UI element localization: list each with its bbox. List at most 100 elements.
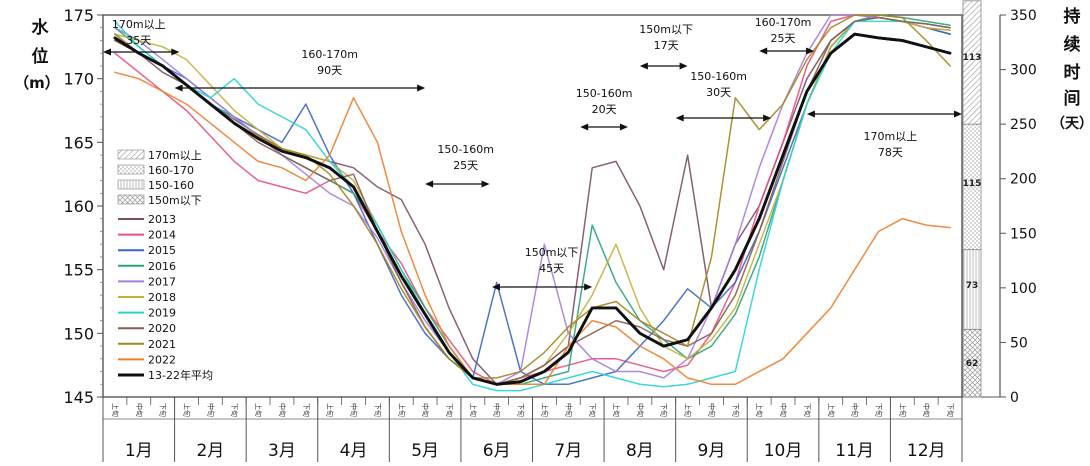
- y-left-axis-label: （m）: [14, 74, 60, 92]
- x-dekad-label: 上旬: [469, 403, 478, 417]
- annotation-label: 35天: [126, 34, 151, 47]
- annotation-arrow-head: [675, 114, 684, 122]
- y-right-tick-label: 350: [1010, 8, 1037, 24]
- y-right-axis-label: 持: [1064, 6, 1081, 27]
- x-dekad-label: 下旬: [660, 403, 669, 417]
- x-dekad-label: 下旬: [731, 403, 740, 417]
- x-dekad-label: 中旬: [922, 403, 931, 417]
- x-month-label: 4月: [340, 441, 368, 461]
- annotations: 170m以上 35天 160-170m 90天 150-160m 25天 150m以下 45天…: [103, 16, 962, 291]
- x-dekad-label: 中旬: [135, 403, 144, 417]
- duration-bar-label: 73: [966, 281, 979, 291]
- axes: 145 150 155 160 165 170 175 0 50 100 150 200 250 300 3…: [14, 6, 1090, 462]
- x-dekad-label: 上旬: [326, 403, 335, 417]
- annotation-label: 17天: [654, 39, 679, 52]
- y-right-axis-label: 间: [1064, 88, 1081, 109]
- x-month-label: 11月: [835, 441, 874, 461]
- y-right-tick-label: 50: [1010, 335, 1028, 351]
- series-line: [114, 14, 951, 386]
- annotation-label: 78天: [878, 146, 903, 159]
- x-month-label: 12月: [907, 441, 946, 461]
- annotation-arrow-head: [174, 84, 183, 92]
- x-dekad-label: 下旬: [946, 403, 955, 417]
- annotation-arrow-head: [171, 48, 180, 56]
- annotation-label: 160-170m: [755, 16, 812, 29]
- legend-line-label: 2018: [148, 291, 176, 304]
- y-right-tick-label: 300: [1010, 63, 1037, 79]
- x-dekad-label: 下旬: [159, 403, 168, 417]
- x-month-label: 7月: [554, 441, 582, 461]
- legend: 170m以上 160-170 150-160 150m以下 2013 2014 2015 20…: [117, 149, 213, 382]
- y-right-tick-label: 100: [1010, 281, 1037, 297]
- x-dekad-label: 下旬: [373, 403, 382, 417]
- y-right-axis-label: 时: [1064, 63, 1081, 83]
- annotation-arrow-head: [481, 180, 490, 188]
- annotation-label: 160-170m: [301, 48, 358, 61]
- annotation-label: 170m以上: [864, 130, 918, 143]
- legend-hatch-label: 150-160: [148, 179, 194, 192]
- x-dekad-label: 中旬: [564, 403, 573, 417]
- x-dekad-label: 中旬: [851, 403, 860, 417]
- x-month-label: 2月: [196, 441, 224, 461]
- legend-hatch-swatch: [117, 149, 145, 160]
- annotation-arrow-head: [584, 283, 593, 291]
- legend-hatch-swatch: [117, 194, 145, 205]
- x-dekad-label: 上旬: [397, 403, 406, 417]
- legend-line-label: 2014: [148, 229, 176, 242]
- legend-line-label: 2015: [148, 244, 176, 257]
- series-line: [114, 16, 951, 386]
- annotation-label: 20天: [592, 103, 617, 116]
- x-dekad-label: 中旬: [707, 403, 716, 417]
- y-left-axis-label: 位: [32, 46, 49, 67]
- annotation-arrow-head: [679, 62, 688, 70]
- annotation-arrow-head: [103, 48, 111, 56]
- annotation-label: 30天: [706, 86, 731, 99]
- x-month-label: 1月: [125, 441, 153, 461]
- x-month-label: 8月: [626, 441, 654, 461]
- x-dekad-label: 上旬: [540, 403, 549, 417]
- y-left-tick-label: 145: [63, 388, 94, 407]
- duration-stacked-bar: 113 115 73 62: [962, 0, 982, 398]
- x-dekad-label: 下旬: [517, 403, 526, 417]
- duration-bar-segment: [962, 0, 982, 125]
- annotation-label: 150-160m: [690, 70, 747, 83]
- annotation-label: 25天: [453, 159, 478, 172]
- x-dekad-label: 下旬: [230, 403, 239, 417]
- x-dekad-label: 下旬: [588, 403, 597, 417]
- series-lines: [113, 14, 952, 392]
- series-line: [113, 32, 952, 386]
- legend-hatch-label: 160-170: [148, 164, 194, 177]
- x-dekad-label: 中旬: [278, 403, 287, 417]
- series-line: [114, 71, 951, 386]
- series-line: [114, 14, 951, 386]
- annotation-arrow-head: [619, 123, 628, 131]
- x-dekad-label: 中旬: [421, 403, 430, 417]
- duration-bar-label: 115: [963, 179, 982, 189]
- y-left-tick-label: 175: [63, 6, 94, 25]
- y-left-tick-label: 160: [63, 197, 94, 216]
- legend-line-label: 2022: [148, 353, 176, 366]
- x-dekad-label: 上旬: [183, 403, 192, 417]
- legend-line-label: 2021: [148, 338, 176, 351]
- x-dekad-label: 上旬: [827, 403, 836, 417]
- annotation-label: 25天: [771, 32, 796, 45]
- chart-frame: [102, 14, 1001, 398]
- y-right-tick-label: 250: [1010, 117, 1037, 133]
- x-dekad-label: 上旬: [684, 403, 693, 417]
- y-right-axis-label: （天）: [1051, 116, 1090, 132]
- x-dekad-label: 下旬: [302, 403, 311, 417]
- series-line: [114, 14, 951, 379]
- x-dekad-label: 中旬: [206, 403, 215, 417]
- x-dekad-label: 下旬: [803, 403, 812, 417]
- x-dekad-label: 上旬: [898, 403, 907, 417]
- annotation-label: 45天: [539, 262, 564, 275]
- series-line: [114, 16, 951, 386]
- annotation-label: 150-160m: [576, 87, 633, 100]
- y-right-tick-label: 0: [1010, 390, 1019, 406]
- x-dekad-label: 下旬: [445, 403, 454, 417]
- y-left-axis-label: 水: [32, 17, 50, 38]
- x-dekad-label: 中旬: [636, 403, 645, 417]
- annotation-arrow-head: [639, 62, 648, 70]
- annotation-arrow-head: [806, 47, 815, 55]
